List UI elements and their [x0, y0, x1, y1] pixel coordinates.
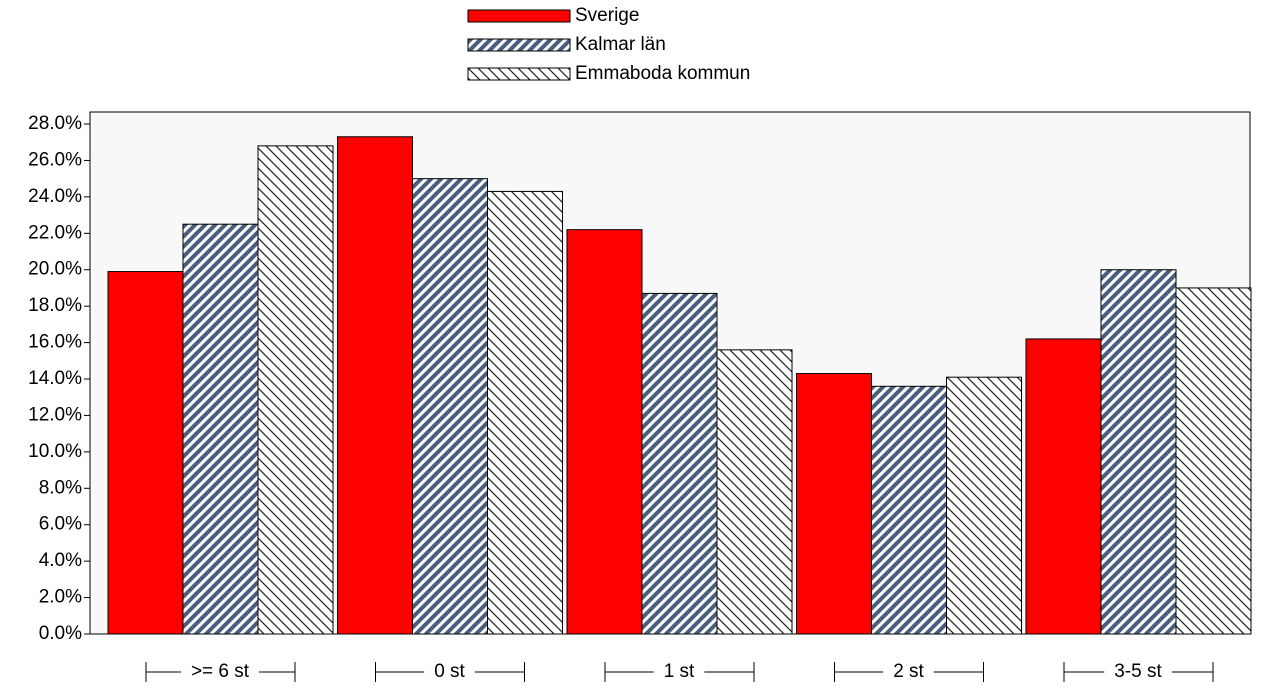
bar — [871, 385, 947, 635]
legend-swatch — [467, 67, 571, 81]
bar — [257, 145, 334, 635]
y-tick-label: 14.0% — [28, 368, 82, 389]
x-tick-label: 3-5 st — [1114, 661, 1162, 682]
bar — [796, 373, 872, 635]
y-tick-label: 24.0% — [28, 186, 82, 207]
bar — [182, 223, 259, 635]
y-tick-label: 12.0% — [28, 404, 82, 425]
bar — [1100, 269, 1177, 635]
bar — [1025, 338, 1102, 635]
y-tick-label: 4.0% — [39, 550, 82, 571]
y-tick-label: 16.0% — [28, 332, 82, 353]
y-tick-label: 0.0% — [39, 623, 82, 644]
x-tick-label: >= 6 st — [191, 661, 250, 682]
y-tick-label: 8.0% — [39, 477, 82, 498]
bar — [337, 136, 413, 635]
y-tick-label: 10.0% — [28, 441, 82, 462]
y-tick-label: 20.0% — [28, 259, 82, 280]
y-tick-label: 6.0% — [39, 514, 82, 535]
x-tick-label: 1 st — [664, 661, 695, 682]
bar — [566, 229, 643, 635]
y-tick-label: 22.0% — [28, 222, 82, 243]
y-tick-label: 18.0% — [28, 295, 82, 316]
legend-label: Sverige — [575, 5, 639, 26]
legend-swatch — [467, 9, 571, 23]
y-tick-label: 28.0% — [28, 113, 82, 134]
bar — [716, 349, 793, 635]
bar — [107, 271, 184, 635]
legend-swatch — [467, 38, 571, 52]
bar — [946, 376, 1022, 635]
bar — [641, 292, 718, 635]
y-tick-label: 26.0% — [28, 149, 82, 170]
bar — [487, 190, 563, 635]
x-tick-label: 2 st — [893, 661, 924, 682]
x-tick-label: 0 st — [434, 661, 465, 682]
y-tick-label: 2.0% — [39, 587, 82, 608]
bar — [412, 178, 488, 635]
legend-label: Kalmar län — [575, 34, 666, 55]
legend-label: Emmaboda kommun — [575, 63, 750, 84]
bar — [1175, 287, 1252, 635]
